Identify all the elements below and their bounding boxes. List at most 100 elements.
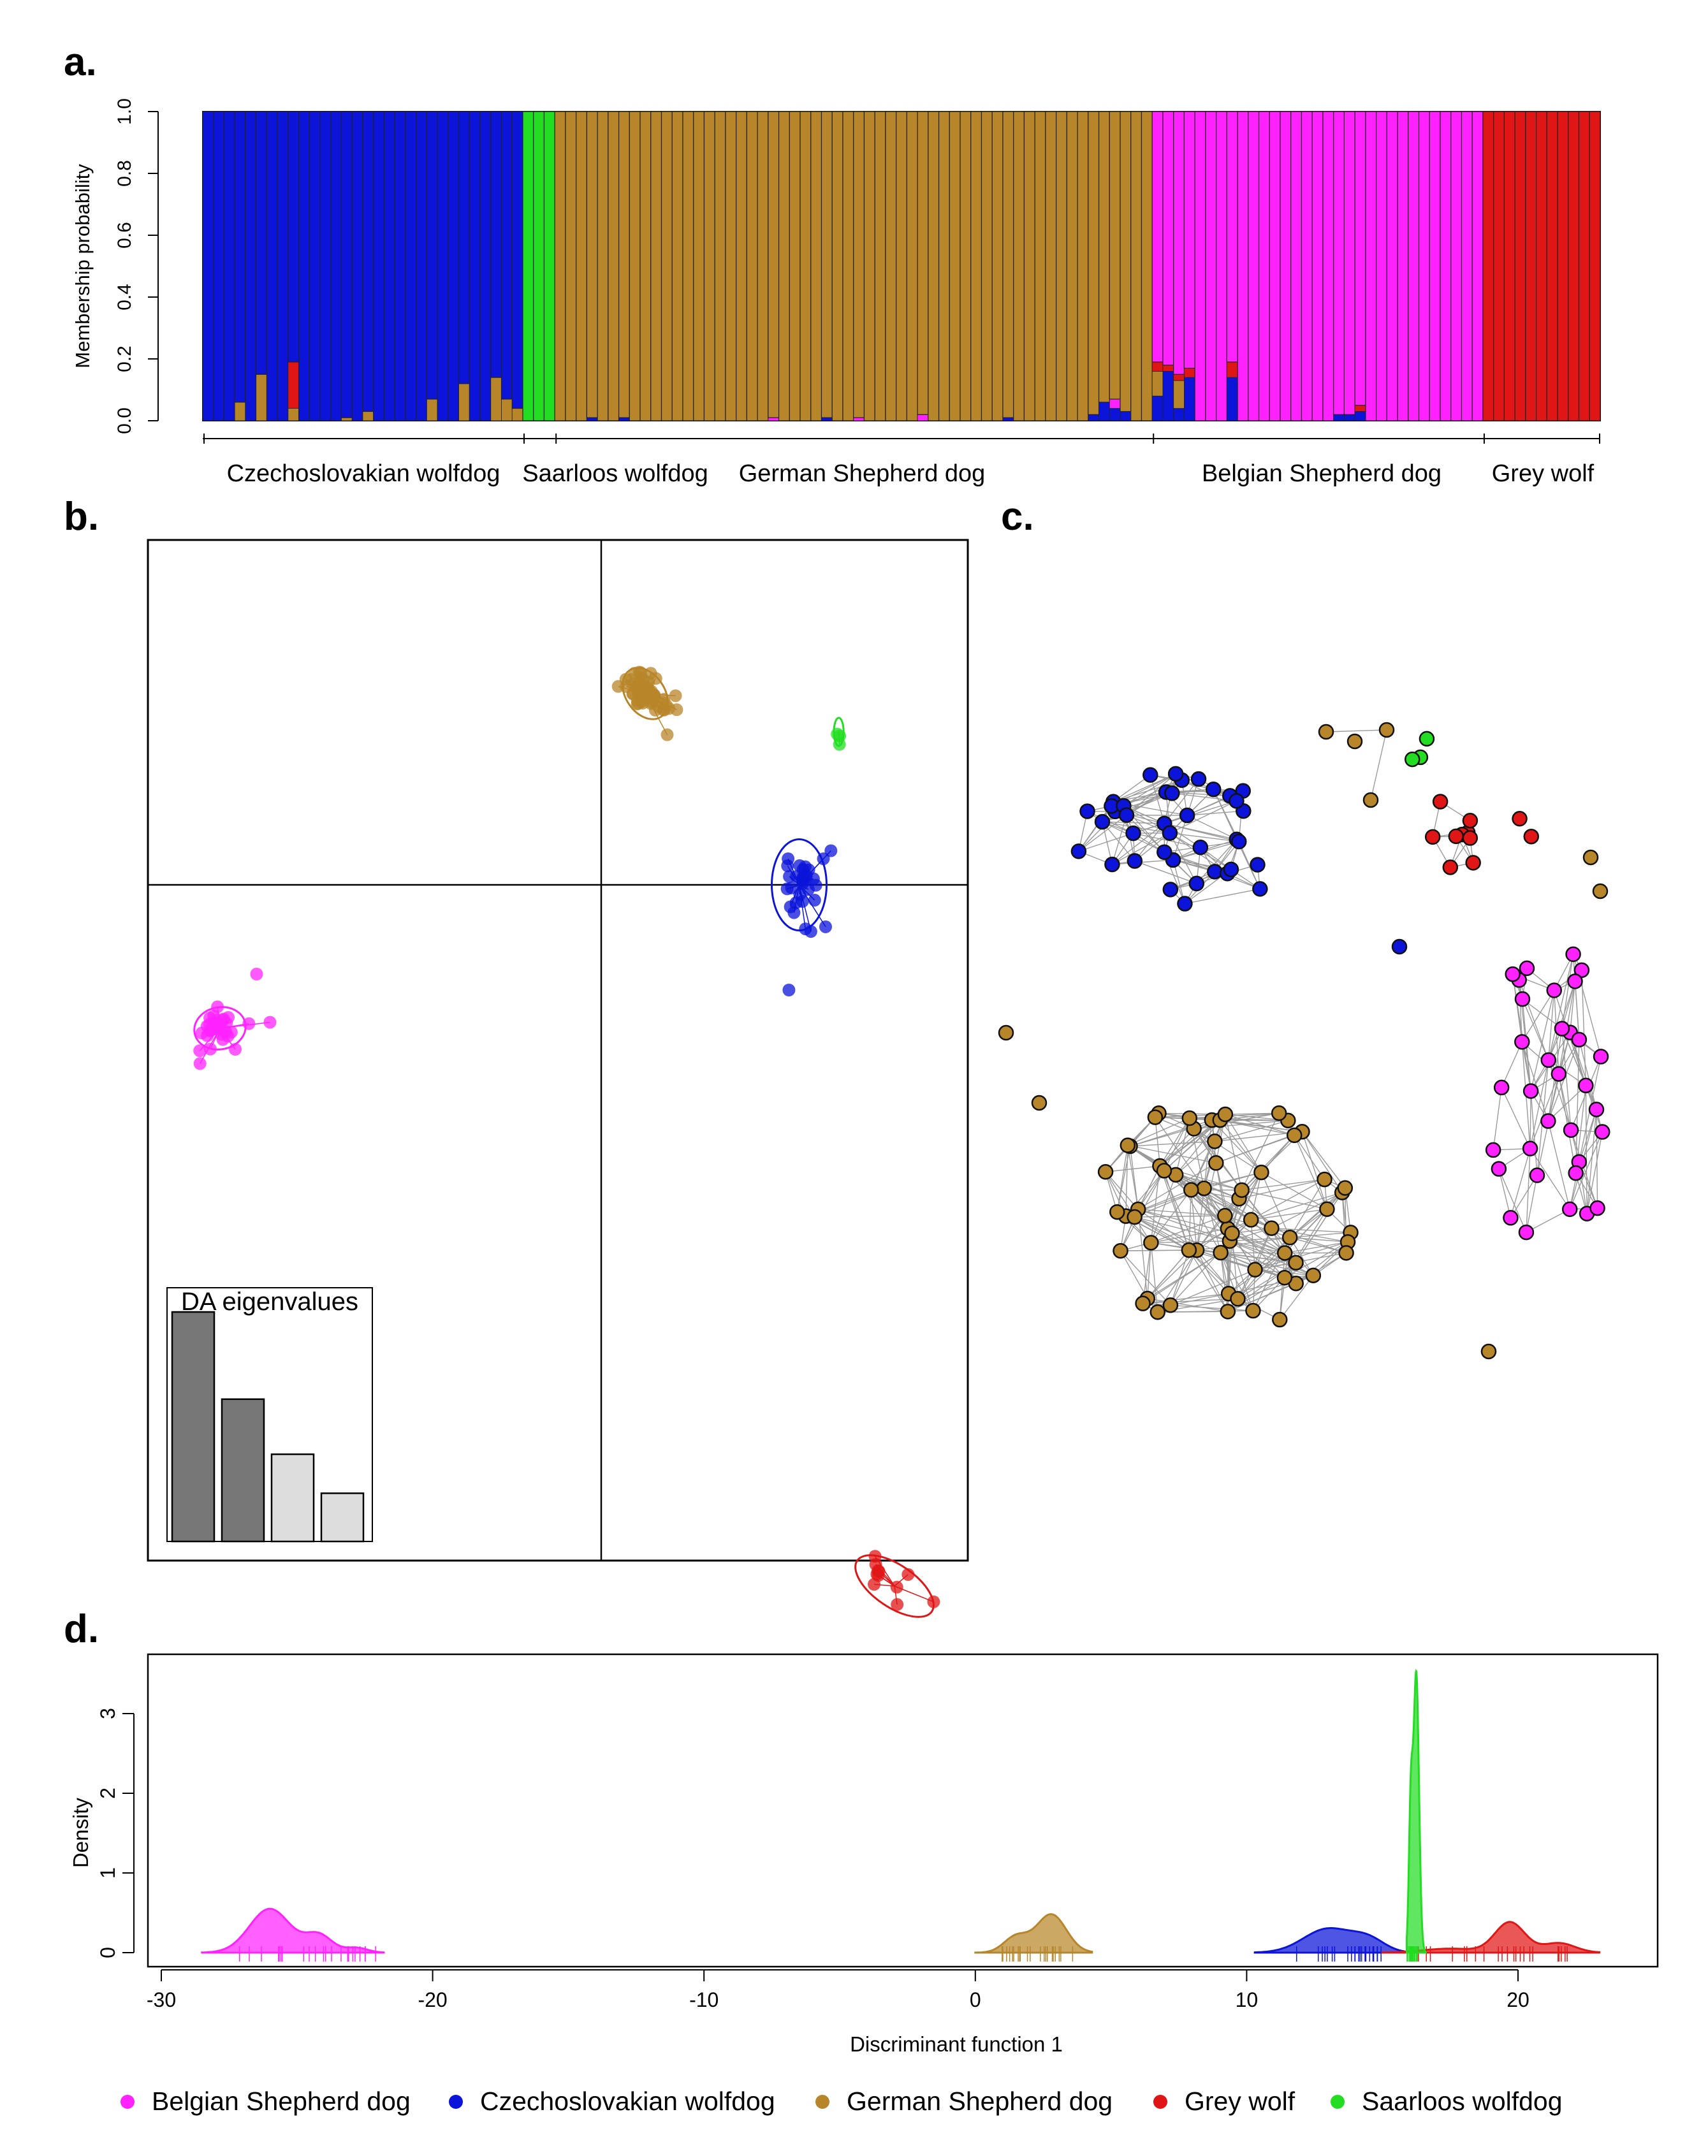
network-edge [1260,1135,1295,1173]
network-edge [1116,1145,1128,1213]
network-edge [1294,1135,1328,1210]
network-edge [1575,1039,1580,1174]
structure-bar [661,111,673,421]
x-tick-label: -30 [147,1988,176,2011]
network-edge [1570,981,1576,1033]
network-edge [1120,1249,1189,1251]
network-node [1113,1242,1128,1259]
network-node [998,1024,1014,1041]
group-label: Czechoslovakian wolfdog [227,460,500,487]
network-edge [1155,1117,1161,1167]
y-tick-label: 0.4 [114,284,135,310]
panel-a-structure-plot: Czechoslovakian wolfdog Saarloos wolfdog G… [71,98,1601,487]
structure-bar [448,111,460,421]
network-edge [1151,1241,1230,1244]
y-tick-label: 1.0 [114,98,135,125]
network-node [1271,1105,1287,1121]
structure-bar [650,111,662,421]
legend-label: Czechoslovakian wolfdog [480,2087,775,2116]
structure-bar [1258,111,1270,421]
structure-bar [1503,111,1515,421]
network-edge [1290,1237,1348,1242]
network-edge [1142,1298,1238,1304]
network-node [1518,1224,1535,1241]
network-edge [1130,1119,1220,1147]
structure-bar-segment [1173,380,1185,409]
network-edge [1521,1042,1549,1121]
network-node [1223,861,1239,878]
network-edge [1522,998,1563,1030]
network-node [1143,1235,1159,1251]
legend-marker [1153,2095,1167,2109]
network-node [1286,1127,1303,1144]
network-edge [1134,860,1197,884]
network-edge [1239,1179,1325,1199]
network-node [1217,1106,1234,1123]
structure-bar [373,111,385,421]
x-tick-label: -20 [418,1988,447,2011]
structure-bar-segment [501,398,513,421]
network-node [1276,1270,1293,1286]
group-label: Grey wolf [1492,460,1595,487]
network-node [1207,864,1223,880]
structure-bar [1333,111,1345,415]
structure-bar-segment [1333,414,1345,421]
scatter-point [611,680,625,693]
network-edge [1301,1132,1328,1209]
network-node [1448,828,1464,845]
structure-bar-segment [917,414,929,421]
network-edge [1225,1114,1262,1173]
network-edge [1155,1116,1215,1142]
eigen-bar [171,1311,215,1543]
structure-bar [639,111,652,421]
network-edge [1170,1293,1229,1306]
network-edge [1203,1188,1222,1253]
network-edge [1150,1242,1158,1313]
network-edge [1137,1209,1230,1242]
scatter-point [193,1057,207,1070]
y-axis-label: Membership probability [71,164,94,368]
structure-bar-segment [1109,408,1121,421]
structure-bar [917,111,929,415]
y-tick-label: 0.0 [114,407,135,434]
network-edge [1137,1209,1232,1234]
network-node [1573,962,1590,979]
network-edge [1510,1175,1538,1218]
network-node [1465,855,1481,871]
network-node [1109,1204,1125,1220]
network-edge [1134,1216,1221,1253]
network-node [1305,1267,1322,1283]
structure-bar [906,111,918,421]
network-edge [1138,1209,1225,1216]
network-edge [1526,1148,1531,1233]
network-node [1514,1034,1530,1050]
structure-bar [437,111,449,421]
x-tick-label: 20 [1507,1988,1529,2011]
structure-bar-segment [1151,361,1164,372]
network-edge [1127,1118,1190,1146]
network-edge [1159,1118,1190,1167]
structure-bar [821,111,833,418]
structure-bar [1525,111,1537,421]
network-edge [1289,1179,1325,1238]
x-tick-label: -10 [689,1988,719,2011]
network-edge [1294,1135,1325,1180]
network-edge [1529,1060,1549,1149]
structure-bar [383,111,395,421]
structure-bar-segment [1151,371,1164,397]
structure-bar [1397,111,1409,421]
network-edge [1596,1109,1598,1209]
structure-bar [1557,111,1569,421]
structure-bar-segment [256,374,267,421]
structure-bar [1183,111,1195,369]
network-node [1568,1165,1584,1181]
structure-bar [597,111,609,421]
network-edge [1125,1145,1128,1216]
eigen-bar [270,1453,315,1543]
structure-bar [340,111,353,418]
scatter-point [787,906,801,919]
network-edge [1169,833,1239,842]
network-node [1127,853,1143,869]
scatter-point [793,859,807,872]
structure-bar [1450,111,1463,421]
